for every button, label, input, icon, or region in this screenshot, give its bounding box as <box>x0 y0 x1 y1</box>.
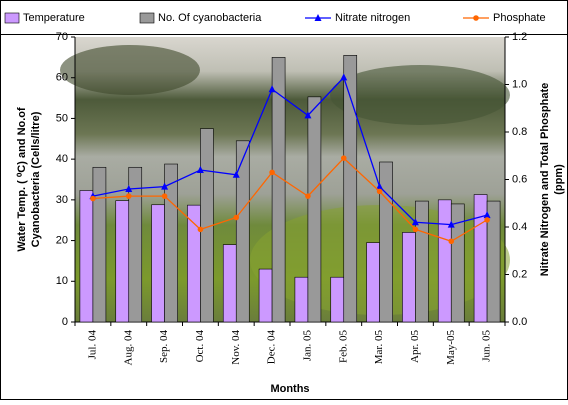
y2-tick-label: 0.6 <box>512 173 527 185</box>
legend-swatch <box>5 13 19 23</box>
marker <box>269 170 275 176</box>
marker <box>377 189 383 195</box>
legend-marker <box>473 15 479 21</box>
x-tick-label: Apr. 05 <box>409 330 421 364</box>
bar <box>223 245 236 322</box>
bar <box>80 190 93 322</box>
y2-tick-label: 0.2 <box>512 268 527 280</box>
bar <box>438 200 451 322</box>
chart: 0 10 20 30 40 50 60 70 0.0 0.2 0.4 0.6 0.8 1.0 1.2 Jul.… <box>0 0 568 400</box>
marker <box>484 217 490 223</box>
y2-tick-label: 0.0 <box>512 316 527 328</box>
legend-label: Nitrate nitrogen <box>335 12 410 24</box>
y-tick-label: 40 <box>56 153 68 165</box>
y-tick-label: 50 <box>56 112 68 124</box>
marker <box>90 196 96 202</box>
y-tick-label: 70 <box>56 31 68 43</box>
marker <box>413 227 419 233</box>
bar <box>402 232 415 322</box>
legend-label: No. Of cyanobacteria <box>158 12 262 24</box>
x-tick-label: May-05 <box>445 330 457 365</box>
bar <box>474 195 487 322</box>
x-tick-label: Nov. 04 <box>230 330 242 365</box>
marker <box>305 193 311 199</box>
legend-swatch <box>140 13 154 23</box>
y2-tick-label: 1.2 <box>512 31 527 43</box>
x-tick-label: Jan. 05 <box>301 330 313 362</box>
bar <box>367 243 380 322</box>
x-tick-label: Sep. 04 <box>158 330 170 364</box>
y-tick-label: 60 <box>56 72 68 84</box>
bar <box>93 167 106 322</box>
bar <box>331 277 344 322</box>
y-tick-label: 30 <box>56 194 68 206</box>
x-tick-label: Jun. 05 <box>481 330 493 362</box>
bar <box>295 277 308 322</box>
y-tick-label: 0 <box>62 316 68 328</box>
bar <box>236 141 249 322</box>
y-axis-title: Cyanobacteria (Cells/litre) <box>30 111 42 247</box>
bar <box>152 205 165 322</box>
marker <box>198 227 204 233</box>
bar <box>259 269 272 322</box>
y2-axis-title: (ppm) <box>553 164 565 195</box>
y-axis-title: Water Temp. ( ⁰C) and No.of <box>16 107 28 252</box>
tree <box>60 45 200 95</box>
x-tick-label: Dec. 04 <box>266 330 278 365</box>
x-tick-label: Oct. 04 <box>194 330 206 363</box>
marker <box>233 215 239 221</box>
x-tick-label: Jul. 04 <box>86 330 98 360</box>
y2-tick-label: 0.8 <box>512 126 527 138</box>
bar <box>415 201 428 322</box>
x-tick-label: Feb. 05 <box>337 330 349 364</box>
x-tick-label: Aug. 04 <box>122 330 134 366</box>
legend-label: Phosphate <box>493 12 546 24</box>
y2-tick-label: 1.0 <box>512 78 527 90</box>
bar <box>380 162 393 322</box>
bar <box>308 97 321 322</box>
y-tick-label: 10 <box>56 275 68 287</box>
marker <box>162 193 168 199</box>
marker <box>126 193 132 199</box>
x-tick-label: Mar. 05 <box>373 330 385 365</box>
marker <box>341 155 347 161</box>
legend-label: Temperature <box>23 12 85 24</box>
bar <box>116 201 129 322</box>
x-axis-title: Months <box>270 383 309 395</box>
y2-axis-title: Nitrate Nitrogen and Total Phosphate <box>539 83 551 277</box>
y-tick-label: 20 <box>56 234 68 246</box>
marker <box>448 238 454 244</box>
y2-tick-label: 0.4 <box>512 221 527 233</box>
